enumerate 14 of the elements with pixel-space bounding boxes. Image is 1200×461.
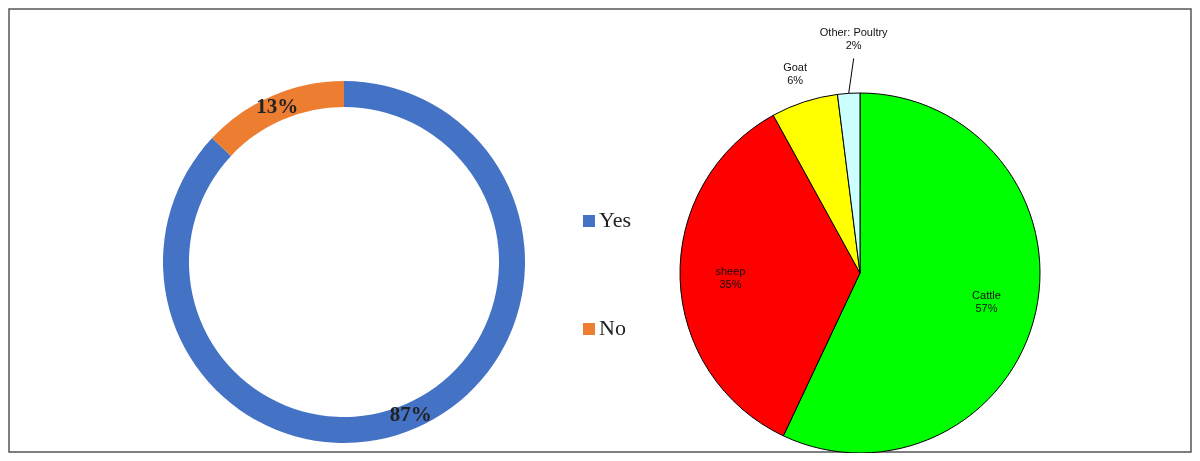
legend-label: Yes (599, 207, 632, 232)
slice-label: Cattle (972, 289, 1001, 302)
data-label: 2% (845, 39, 862, 52)
slice-label: sheep (715, 265, 746, 278)
data-label: 13% (256, 93, 299, 118)
data-label: 35% (719, 278, 742, 291)
donut-slice (163, 81, 525, 443)
data-label: 57% (975, 302, 998, 315)
slice-label: Other: Poultry (819, 26, 889, 39)
data-label: 87% (389, 402, 432, 426)
donut-slice (212, 81, 344, 156)
slice-label: Goat (783, 61, 808, 74)
data-label: 6% (787, 74, 804, 87)
legend-label: No (599, 315, 626, 340)
